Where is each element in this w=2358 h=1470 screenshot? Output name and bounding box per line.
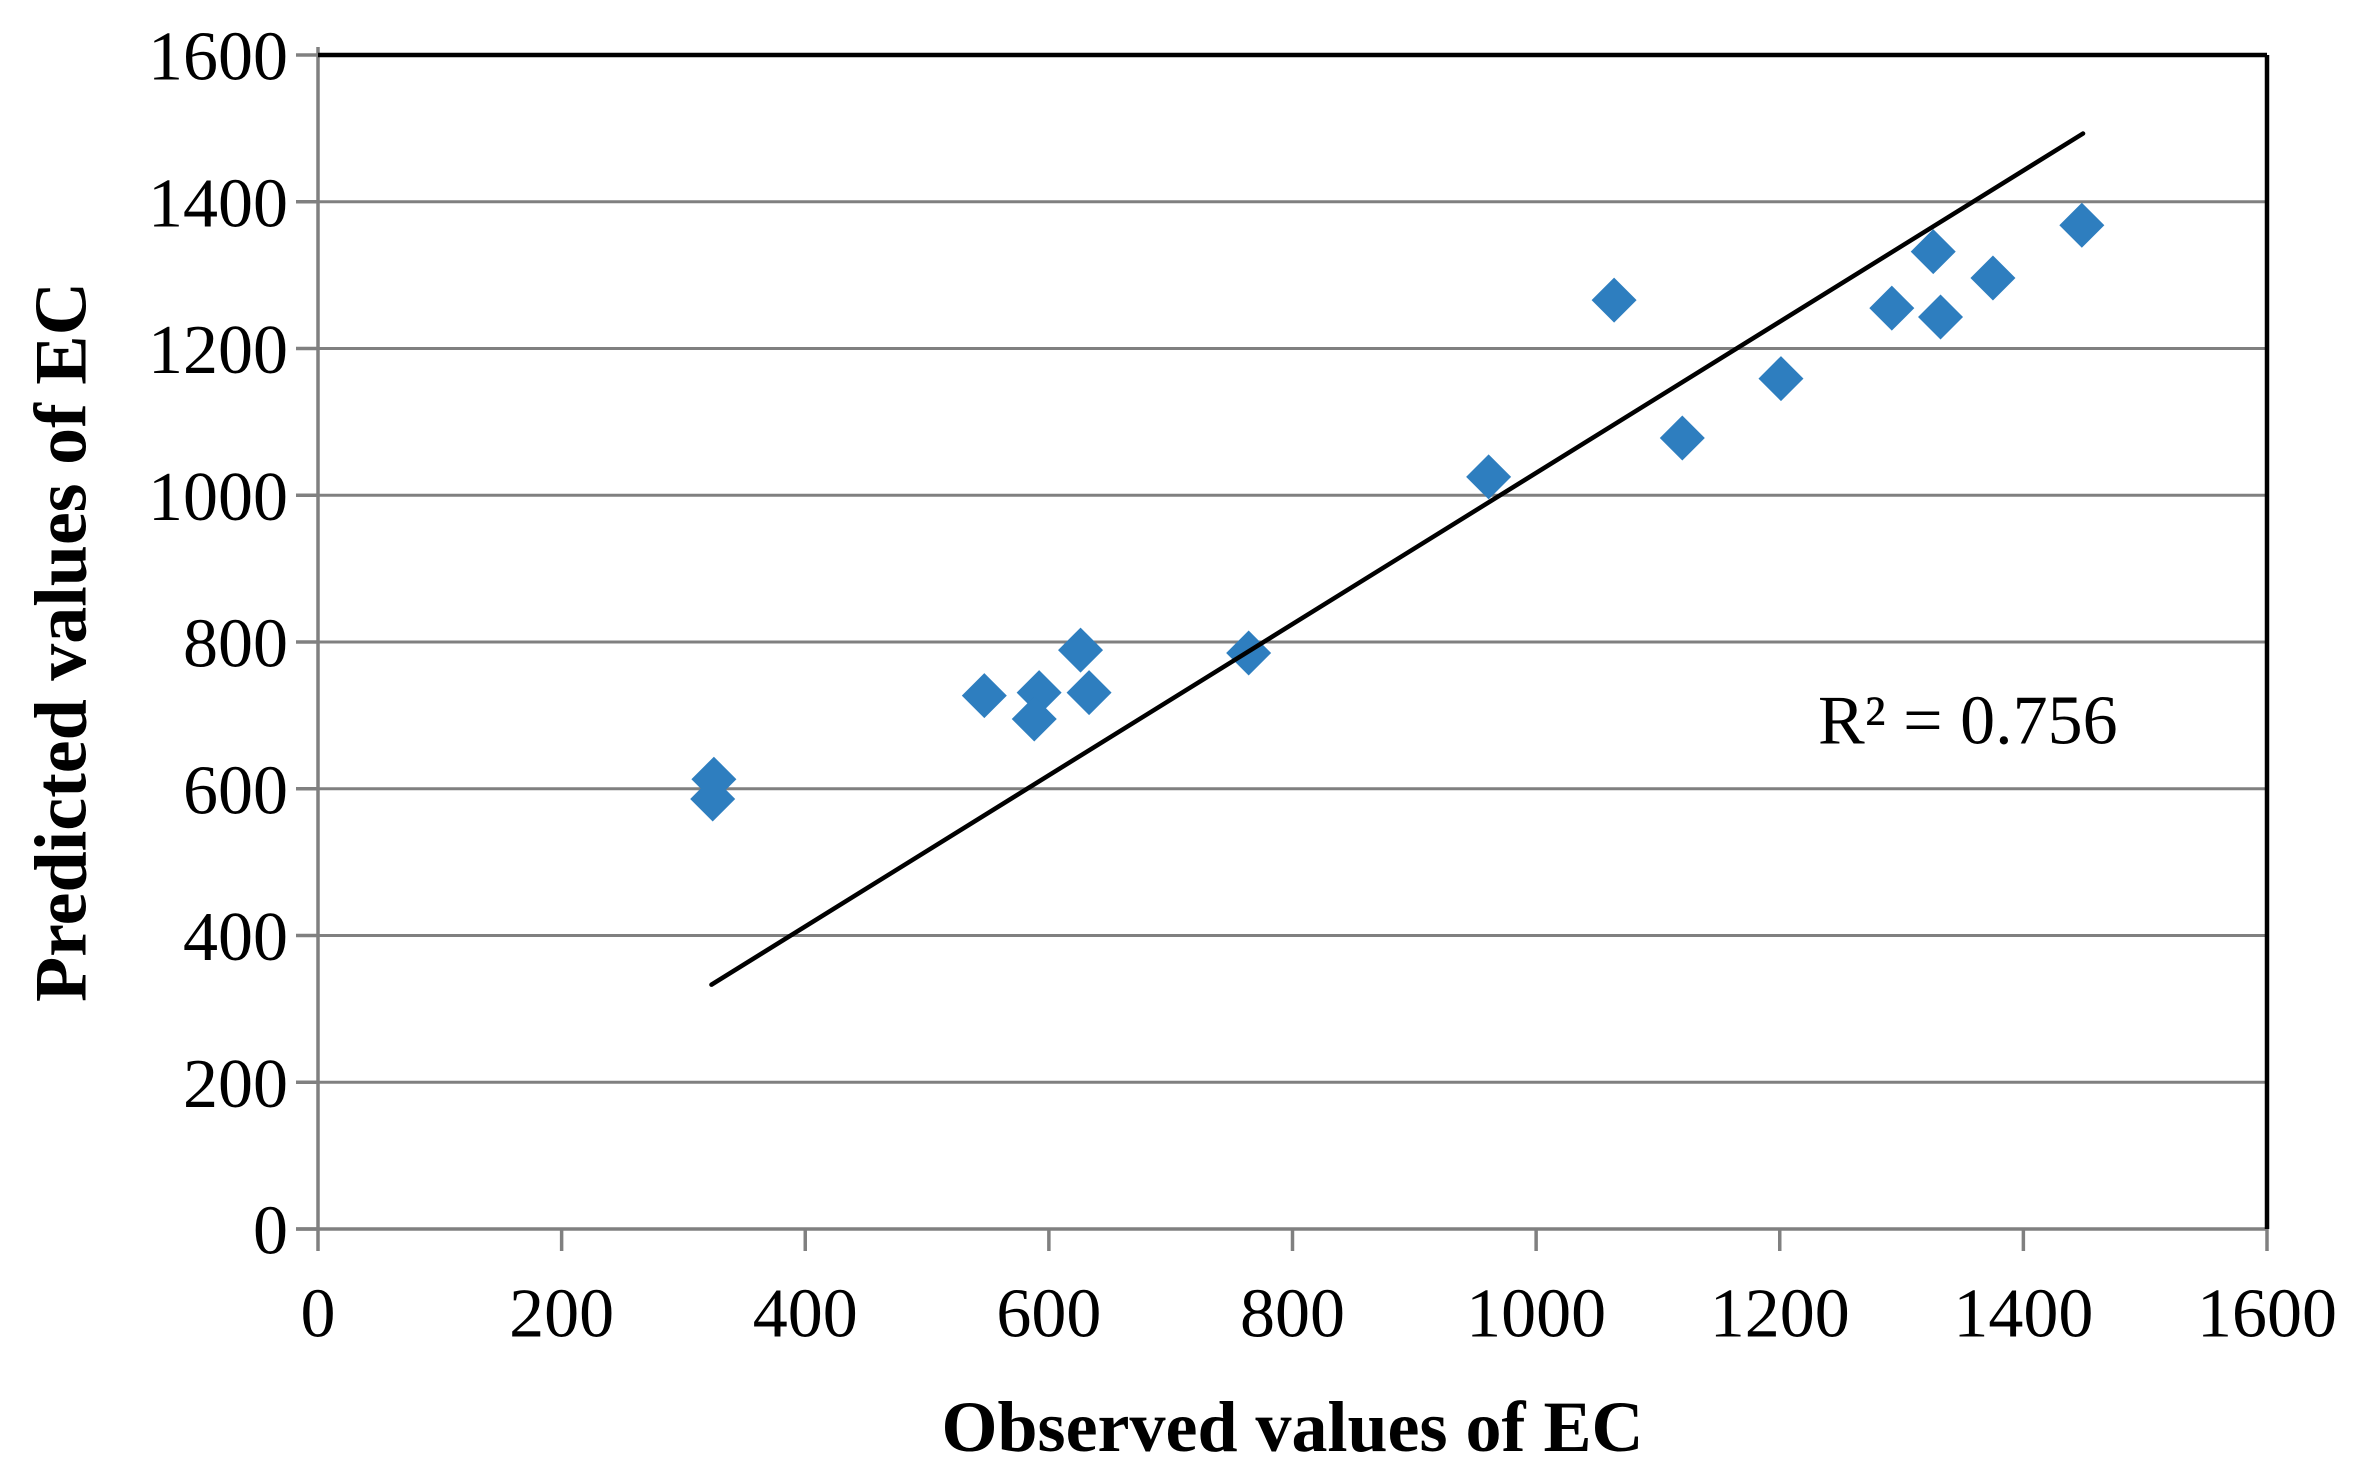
x-tick-label: 1400 <box>1953 1276 2093 1353</box>
y-tick-label: 1600 <box>148 19 288 96</box>
data-point-diamond <box>1659 415 1705 461</box>
x-tick-label: 1200 <box>1710 1276 1850 1353</box>
y-tick-label: 1200 <box>148 312 288 389</box>
x-axis-title: Observed values of EC <box>941 1387 1644 1467</box>
data-point-diamond <box>1058 627 1104 673</box>
data-point-diamond <box>690 776 736 822</box>
data-point-diamond <box>1910 229 1956 275</box>
data-point-diamond <box>1869 285 1915 331</box>
data-point-diamond <box>1970 255 2016 301</box>
data-point-diamond <box>961 673 1007 719</box>
x-tick-label: 1000 <box>1466 1276 1606 1353</box>
data-point-diamond <box>1758 356 1804 402</box>
x-tick-label: 0 <box>301 1276 336 1353</box>
x-tick-label: 400 <box>753 1276 858 1353</box>
data-point-diamond <box>1918 294 1964 340</box>
data-point-diamond <box>1466 454 1512 500</box>
x-tick-label: 1600 <box>2197 1276 2337 1353</box>
r-squared-annotation: R² = 0.756 <box>1818 682 2118 760</box>
trend-line <box>709 131 2086 987</box>
y-tick-label: 600 <box>183 752 288 829</box>
data-point-diamond <box>1591 277 1637 323</box>
data-point-diamond <box>1011 696 1057 742</box>
data-point-diamond <box>1066 670 1112 716</box>
y-tick-label: 1400 <box>148 165 288 242</box>
x-tick-label: 600 <box>996 1276 1101 1353</box>
y-tick-label: 0 <box>253 1193 288 1270</box>
y-tick-label: 1000 <box>148 459 288 536</box>
x-tick-label: 200 <box>509 1276 614 1353</box>
y-tick-label: 200 <box>183 1046 288 1123</box>
x-tick-label: 800 <box>1240 1276 1345 1353</box>
y-tick-label: 400 <box>183 899 288 976</box>
y-tick-label: 800 <box>183 606 288 683</box>
data-point-diamond <box>2059 202 2105 248</box>
y-axis-title: Predicted values of EC <box>20 281 103 1003</box>
